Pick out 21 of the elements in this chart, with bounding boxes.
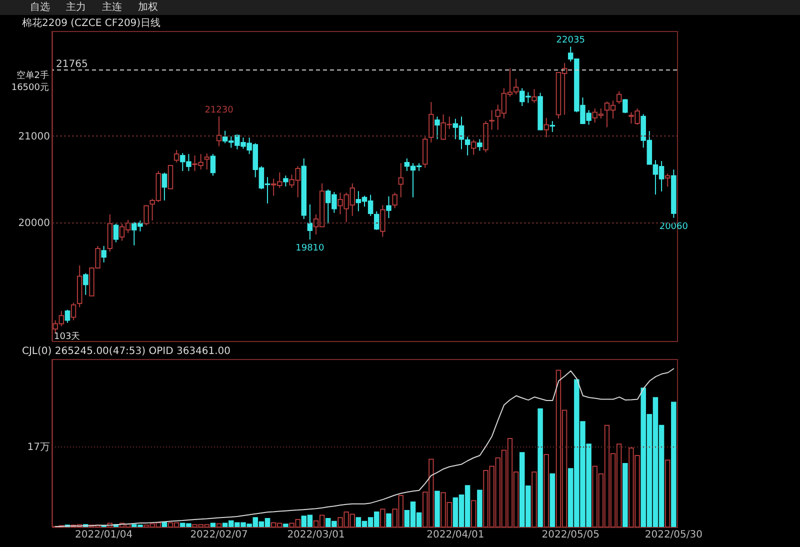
text: 自选 <box>29 0 51 15</box>
text: 主力 <box>65 0 87 15</box>
x-tick-label: 2022/05/30 <box>644 530 702 540</box>
text: 加权 <box>137 0 159 15</box>
x-tick-label: 2022/02/07 <box>190 530 248 540</box>
chart-title: CJL(0) 265245.00(47:53) OPID 363461.00 <box>22 346 231 357</box>
annotation: 19810 <box>296 244 325 254</box>
annotation: 103天 <box>54 331 80 342</box>
chart-title: 棉花2209 (CZCE CF209)日线 <box>22 17 161 29</box>
text: 空单2手 16500元 <box>11 70 49 94</box>
ref-line-label: 21765 <box>56 59 88 70</box>
x-tick-label: 2022/01/04 <box>75 530 133 540</box>
text: 主连 <box>101 0 123 15</box>
y-tick-label: 21000 <box>18 131 50 142</box>
x-tick-label: 2022/04/01 <box>426 530 484 540</box>
x-tick-label: 2022/05/05 <box>542 530 600 540</box>
x-tick-label: 2022/03/01 <box>287 530 345 540</box>
annotation: 21230 <box>204 105 234 116</box>
annotation: 22035 <box>556 36 585 46</box>
y-tick-label: 17万 <box>27 442 50 453</box>
y-tick-label: 20000 <box>18 218 50 230</box>
